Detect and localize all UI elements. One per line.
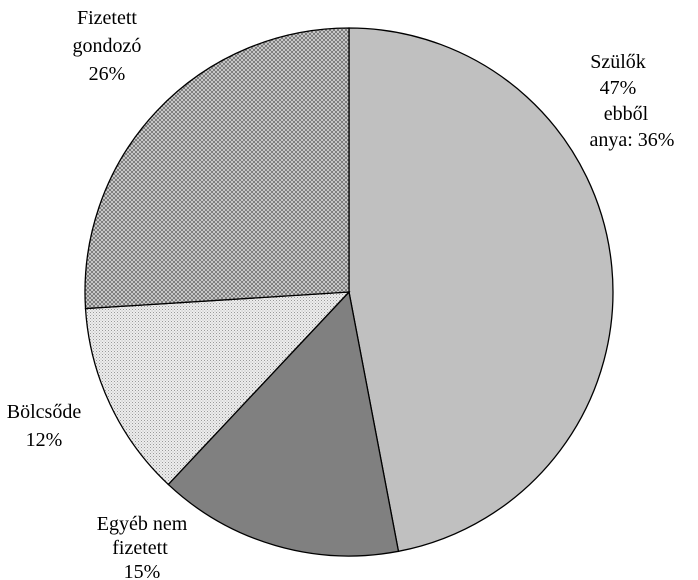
slice-label-line: Egyéb nem <box>97 513 188 535</box>
pie-slice-bölcsőde <box>84 291 351 486</box>
slice-label-line: 15% <box>124 561 161 580</box>
slice-label-line: Fizetett <box>77 7 137 29</box>
slice-label-group: Fizetett gondozó 26% <box>73 7 142 85</box>
slice-label-line: 12% <box>26 429 63 451</box>
pie-slice-szülők <box>348 27 614 553</box>
pie-labels: Szülők 47% ebből anya: 36% Egyéb nemfizetett… <box>7 7 675 580</box>
slice-label-line: 47% <box>600 77 637 99</box>
slice-label-line: anya: 36% <box>590 129 675 151</box>
slice-label-line: gondozó <box>73 35 142 57</box>
slice-label-line: Szülők <box>590 51 646 73</box>
slice-label-line: ebből <box>604 103 649 125</box>
slice-label-line: fizetett <box>112 537 168 559</box>
pie-slices <box>84 27 614 557</box>
pie-slice-egyéb-nem-fizetett <box>167 290 400 557</box>
pie-slice-fizetett-gondozó <box>84 27 350 310</box>
slice-label-line: 26% <box>89 63 126 85</box>
slice-label-group: Szülők 47% ebből anya: 36% <box>590 51 675 151</box>
slice-label-line: Bölcsőde <box>7 401 82 423</box>
slice-label-group: Bölcsőde 12% <box>7 401 82 451</box>
